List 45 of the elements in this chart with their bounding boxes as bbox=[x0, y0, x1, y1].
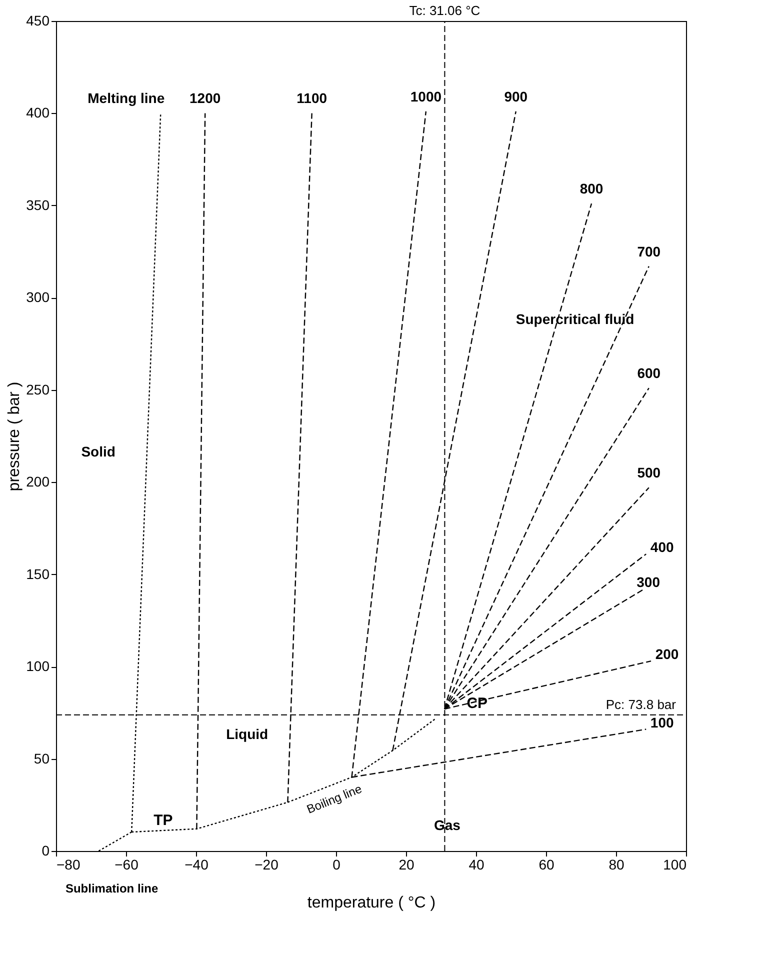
x-tick-label: 40 bbox=[468, 856, 484, 872]
annotation: Gas bbox=[434, 817, 461, 834]
series-label: 1200 bbox=[190, 90, 221, 106]
y-tick-label: 100 bbox=[26, 658, 50, 674]
x-tick-label: 80 bbox=[608, 856, 624, 872]
ref-line-label: Pc: 73.8 bar bbox=[606, 696, 677, 712]
annotation: Solid bbox=[81, 444, 116, 460]
x-tick-label: 100 bbox=[663, 856, 687, 872]
series-label: 700 bbox=[637, 243, 661, 260]
series-label: 500 bbox=[637, 464, 661, 481]
text: Boiling line bbox=[304, 782, 364, 816]
y-tick-label: 0 bbox=[42, 842, 50, 858]
x-tick-label: −40 bbox=[184, 856, 209, 872]
y-tick-label: 200 bbox=[26, 474, 50, 490]
x-axis-title: temperature ( °C ) bbox=[307, 894, 436, 912]
y-tick-label: 150 bbox=[26, 566, 50, 582]
series-label: 200 bbox=[655, 646, 679, 662]
y-tick-label: 300 bbox=[26, 289, 50, 306]
series-label: 900 bbox=[504, 88, 528, 104]
annotation: CP bbox=[466, 694, 488, 712]
y-tick-label: 400 bbox=[26, 104, 50, 121]
series-label: 1100 bbox=[296, 90, 328, 106]
x-tick-label: −20 bbox=[254, 856, 279, 872]
series-label: 400 bbox=[650, 539, 674, 556]
series-label: 600 bbox=[637, 365, 661, 382]
series-label: 100 bbox=[650, 714, 674, 730]
annotation: Supercritical fluid bbox=[516, 310, 634, 327]
y-axis-title: pressure ( bar ) bbox=[6, 382, 24, 492]
series-label: Melting line bbox=[88, 90, 165, 106]
x-tick-label: −80 bbox=[56, 856, 80, 872]
y-tick-label: 50 bbox=[34, 750, 50, 766]
series-label: 300 bbox=[636, 574, 660, 590]
x-tick-label: 0 bbox=[332, 856, 341, 872]
ref-line-label: Tc: 31.06 °C bbox=[409, 3, 480, 18]
x-tick-label: −60 bbox=[114, 856, 139, 872]
series-label: 800 bbox=[580, 180, 604, 197]
text: Sublimation line bbox=[65, 881, 158, 896]
series-label: 1000 bbox=[410, 88, 442, 104]
y-tick-label: 250 bbox=[26, 381, 50, 398]
x-tick-label: 20 bbox=[398, 856, 414, 872]
x-tick-label: 60 bbox=[538, 856, 554, 872]
y-tick-label: 350 bbox=[26, 196, 50, 213]
annotation: TP bbox=[154, 812, 173, 829]
annotation: Liquid bbox=[226, 726, 268, 742]
y-tick-label: 450 bbox=[26, 12, 50, 28]
